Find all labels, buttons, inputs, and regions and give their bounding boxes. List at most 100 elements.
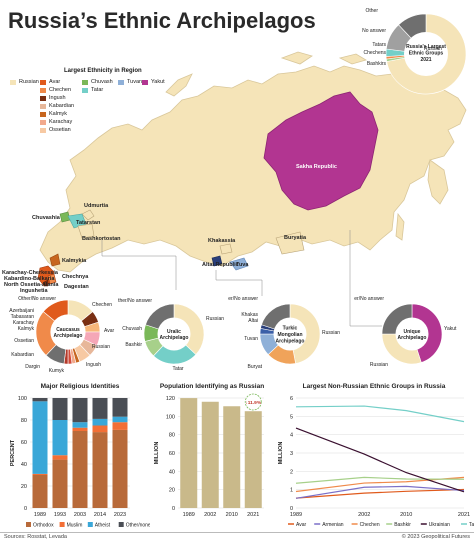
- bar-muslim-2014: [92, 425, 108, 433]
- y-tick-label: 1: [290, 488, 293, 494]
- map-sakhalin: [395, 212, 405, 241]
- x-tick-label: 1989: [183, 512, 195, 518]
- legend-title: Largest Ethnicity in Region: [64, 68, 142, 74]
- legend-label: Muslim: [67, 523, 83, 529]
- legend-item-kabardian: Kabardian: [40, 102, 74, 110]
- bar-russian-1989: [180, 398, 198, 508]
- pie-label: Chuvash: [122, 326, 142, 332]
- pie-label: Ingush: [86, 362, 101, 368]
- legend-item-tatar: Tatar: [82, 86, 113, 94]
- x-tick-label: 2003: [74, 512, 86, 518]
- pie-label: Altai: [248, 318, 258, 324]
- pie-label: Other/No answer: [228, 296, 258, 302]
- map-label-chechnya: Chechnya: [62, 274, 89, 280]
- pie-label: Tatar: [172, 366, 183, 372]
- map-altai: [211, 255, 223, 267]
- y-tick-label: 5: [290, 414, 293, 420]
- map-label-tuva: Tuva: [236, 262, 249, 268]
- legend-swatch: [87, 522, 93, 527]
- pie-title: 2021: [420, 57, 431, 63]
- pie-label: Bashkir: [125, 342, 142, 348]
- legend-label: Atheist: [95, 523, 111, 529]
- y-tick-label: 0: [290, 506, 293, 512]
- x-tick-label: 2021: [458, 512, 470, 518]
- pie-label: Chechen: [92, 302, 112, 308]
- chart-title: Population Identifying as Russian: [160, 383, 264, 390]
- line-tatar: [295, 405, 465, 423]
- annotation-text: ↓11.9%: [245, 400, 261, 406]
- line-bashkir: [295, 476, 465, 484]
- pie-center: [404, 32, 448, 76]
- bar-muslim-2023: [112, 422, 128, 430]
- legend-swatch: [118, 522, 124, 527]
- y-tick-label: 0: [172, 506, 175, 512]
- map-label-karachay: Karachay-Cherkessia: [2, 270, 59, 276]
- map-connectors: [33, 230, 382, 327]
- pie-label: Chechens: [363, 50, 386, 56]
- legend-label: Bashkir: [394, 522, 411, 528]
- pie-title: Mongolian: [278, 332, 303, 338]
- pie-label: Kabardian: [11, 352, 34, 358]
- legend-label: Orthodox: [33, 523, 54, 529]
- y-tick-label: 2: [290, 469, 293, 475]
- legend-swatch: [59, 522, 65, 527]
- map-tatarstan: [67, 213, 87, 229]
- pie-title: Archipelago: [160, 335, 189, 341]
- pie-label: Other/No answer: [18, 296, 56, 302]
- x-tick-label: 2010: [226, 512, 238, 518]
- legend-label: Chechen: [360, 522, 380, 528]
- y-tick-label: 80: [169, 433, 175, 439]
- map-label-bashkortostan: Bashkortostan: [82, 236, 121, 242]
- bar-other-none-1993: [52, 398, 68, 420]
- bar-atheist-2014: [92, 418, 108, 426]
- bar-other-none-1989: [32, 398, 48, 402]
- copyright-note: © 2023 Geopolitical Futures: [401, 534, 470, 540]
- bar-other-none-2014: [92, 398, 108, 419]
- pie-label: Russian: [370, 362, 388, 368]
- pie-label: Karachay: [13, 320, 35, 326]
- pie-label: Dargin: [25, 364, 40, 370]
- map-sakha-republic: [263, 91, 379, 211]
- y-tick-label: 40: [169, 469, 175, 475]
- legend-col-4: Tuvan: [118, 78, 142, 86]
- legend-col-3: Chuvash Tatar: [82, 78, 113, 94]
- map-ingushetia: [43, 279, 49, 287]
- chart-title: Major Religious Identities: [41, 383, 120, 390]
- bar-russian-2002: [201, 401, 219, 508]
- pie-label: Russian: [424, 46, 442, 52]
- map-label-khakassia: Khakassia: [208, 238, 236, 244]
- footer-divider: [0, 532, 474, 533]
- bar-atheist-1993: [52, 420, 68, 456]
- legend-label: Tatar: [469, 522, 474, 528]
- legend-item-russian: Russian: [10, 78, 39, 86]
- chart-non-russian-groups: Largest Non-Russian Ethnic Groups in Rus…: [278, 383, 474, 528]
- legend-item-chuvash: Chuvash: [82, 78, 113, 86]
- y-tick-label: 120: [166, 396, 175, 402]
- map-label-sakha: Sakha Republic: [296, 164, 337, 170]
- legend-col-5: Yakut: [142, 78, 165, 86]
- y-tick-label: 4: [290, 433, 293, 439]
- legend-item-ossetian: Ossetian: [40, 126, 74, 134]
- pie-title: Caucasus: [56, 327, 80, 333]
- legend-label: Armenian: [322, 522, 344, 528]
- map-label-altai: Altai Republic: [202, 262, 239, 268]
- pie-label: Other: [365, 8, 378, 14]
- legend-col-2: Avar Chechen Ingush Kabardian Kalmyk Kar…: [40, 78, 74, 134]
- pie-label: Russian: [206, 316, 224, 322]
- chart-religious-identities: Major Religious Identities PERCENT 0 20 40 60…: [10, 383, 150, 529]
- pie-label: Tabasaran: [11, 314, 35, 320]
- pie-label: Ossetian: [14, 338, 34, 344]
- bar-russian-2021: [244, 411, 262, 508]
- pie-title: Archipelago: [398, 335, 427, 341]
- pie-label: No answer: [362, 28, 386, 34]
- y-tick-label: 100: [166, 414, 175, 420]
- map-label-chuvashia: Chuvashia: [32, 215, 61, 221]
- legend-item-karachay: Karachay: [40, 118, 74, 126]
- pie-label: Tuvan: [244, 336, 258, 342]
- pie-title: Ethnic Groups: [409, 51, 444, 57]
- pie-label: Yakut: [444, 326, 457, 332]
- y-tick-label: 40: [21, 462, 27, 468]
- x-tick-label: 1993: [54, 512, 66, 518]
